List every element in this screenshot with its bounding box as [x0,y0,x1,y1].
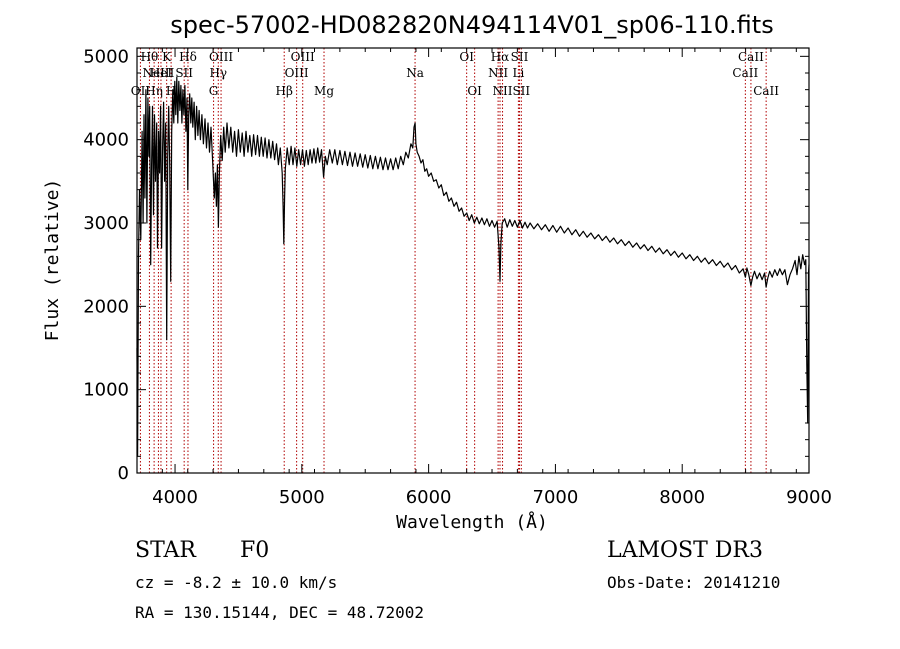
y-tick-label: 0 [118,463,129,484]
y-tick-label: 3000 [83,213,129,234]
spectral-line-label: G [209,84,219,98]
object-type: STAR [135,538,196,563]
spectral-line-labels: OIIHθHηNeIIIHeIKHSIIHδGHγOIIIHβOIIIOIIIM… [131,50,780,98]
spectral-line-label: Hη [145,84,163,98]
x-tick-label: 8000 [659,487,705,508]
y-tick-label: 4000 [83,130,129,151]
plot-frame [136,47,810,474]
observation-date: Obs-Date: 20141210 [607,573,781,592]
spectral-line-label: H [166,84,176,98]
spectral-line-label: SII [511,50,529,64]
chart-title: spec-57002-HD082820N494114V01_sp06-110.f… [170,11,773,39]
spectral-line-label: K [162,50,172,64]
y-axis-ticks: 0 1000 2000 3000 4000 5000 [83,46,809,484]
spectral-line-label: Mg [314,84,334,98]
spectral-line-label: Li [512,66,524,80]
spectral-line-label: OIII [209,50,233,64]
spectral-line-label: SII [175,66,193,80]
x-tick-label: 9000 [786,487,832,508]
spectral-line-label: CaII [753,84,779,98]
redshift-value: cz = -8.2 ± 10.0 km/s [135,573,338,592]
x-tick-label: 5000 [279,487,325,508]
spectral-line-label: CaII [738,50,764,64]
survey-name: LAMOST DR3 [607,538,763,563]
spectral-line-label: Hθ [141,50,159,64]
y-tick-label: 1000 [83,380,129,401]
spectral-line-label: OIII [285,66,309,80]
spectral-line-label: NeIII [143,66,175,80]
y-tick-label: 2000 [83,296,129,317]
spectral-line-label: HeI [150,66,173,80]
spectral-line-label: NII [493,84,513,98]
spectral-line-label: OI [459,50,474,64]
spectral-line-label: Hβ [276,84,293,98]
y-tick-label: 5000 [83,46,129,67]
spectral-line-label: NII [488,66,508,80]
spectral-line-label: SII [512,84,530,98]
spectral-line-label: OIII [291,50,315,64]
spectral-line-label: OI [467,84,482,98]
coordinates: RA = 130.15144, DEC = 48.72002 [135,603,424,622]
y-axis-label: Flux (relative) [42,179,63,342]
x-tick-label: 7000 [533,487,579,508]
x-axis-label: Wavelength (Å) [396,511,548,533]
x-axis-ticks: 4000 5000 6000 7000 8000 9000 [136,48,832,508]
spectrum-series-line [136,76,810,457]
x-tick-label: 4000 [152,487,198,508]
spectral-line-label: Na [406,66,424,80]
spectral-line-label: CaII [732,66,758,80]
spectral-line-label: Hα [491,50,510,64]
x-tick-label: 6000 [406,487,452,508]
object-subclass: F0 [240,538,270,563]
spectral-line-markers [139,48,767,473]
spectral-line-label: Hγ [209,66,227,80]
spectral-line-label: Hδ [179,50,197,64]
